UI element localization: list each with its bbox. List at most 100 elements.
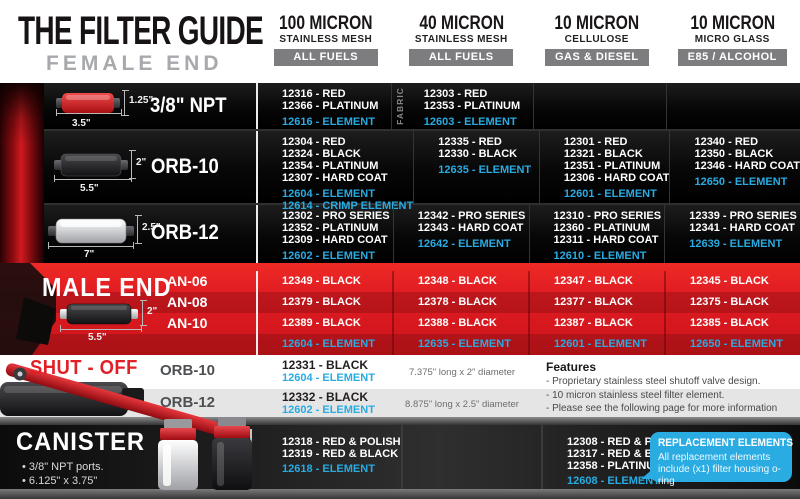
dim-label-height: 1.25"	[129, 95, 154, 106]
section-divider	[0, 417, 800, 425]
cell-orb10-100micron: 12304 - RED 12324 - BLACK 12354 - PLATINUM…	[258, 131, 413, 212]
element-number: 12616 - ELEMENT	[282, 116, 375, 128]
part-number: 12351 - PLATINUM	[563, 160, 661, 172]
dim-label-length: 3.5"	[72, 118, 91, 129]
dim-label-height: 2.5"	[142, 222, 161, 233]
element-number: 12642 - ELEMENT	[417, 238, 511, 250]
dim-label-length: 7"	[84, 249, 95, 260]
male-row-an08: AN-08 12379 - BLACK 12378 - BLACK 12377 …	[0, 292, 800, 313]
black-fitting-photo	[0, 263, 56, 355]
row-label-empty	[0, 334, 258, 355]
table-row-orb12: 2.5" 7" ORB-12 12302 - PRO SERIES 12352 -…	[0, 205, 800, 263]
callout-title: REPLACEMENT ELEMENTS	[658, 437, 793, 449]
row-label-area: 2" 5.5" ORB-10	[0, 131, 258, 203]
part-number: 12350 - BLACK	[694, 148, 774, 160]
fuel-badge: ALL FUELS	[409, 49, 514, 66]
part-number: 12335 - RED	[438, 136, 502, 148]
element-number: 12614 - CRIMP ELEMENT	[282, 200, 414, 212]
cell-canister-100micron: 12318 - RED & POLISH 12319 - RED & BLACK …	[258, 425, 401, 489]
part-number: 12306 - HARD COAT	[563, 172, 670, 184]
cell-npt-100micron: 12316 - RED 12366 - PLATINUM 12616 - ELEM…	[258, 83, 391, 129]
part-number: 12348 - BLACK	[392, 271, 528, 292]
male-end-section: MALE END 2" 5.5" AN-06 12349 - BLACK 123…	[0, 263, 800, 355]
page-title: THE FILTER GUIDE	[18, 9, 264, 53]
part-number: 12388 - BLACK	[392, 313, 528, 334]
dim-line-height	[129, 150, 136, 179]
column-header-100-micron: 100 MICRON STAINLESS MESH ALL FUELS	[258, 13, 394, 83]
features-list: - Proprietary stainless steel shutoff va…	[546, 375, 796, 416]
dim-line-length	[54, 175, 132, 182]
part-number: 12332 - BLACK	[282, 390, 369, 404]
shutoff-parts-cell: 12332 - BLACK 12602 - ELEMENT	[258, 389, 394, 417]
part-number: 12331 - BLACK	[282, 358, 369, 372]
features-title: Features	[546, 360, 597, 374]
dim-label-length: 5.5"	[80, 183, 99, 194]
male-filter-thumbnail	[60, 303, 138, 325]
cell-orb10-40micron: 12335 - RED 12330 - BLACK 12635 - ELEMENT	[413, 131, 539, 203]
section-heading-female-end: FEMALE END	[46, 52, 223, 75]
row-label-orb12: ORB-12	[151, 221, 219, 244]
part-number: 12366 - PLATINUM	[282, 100, 379, 112]
column-media: STAINLESS MESH	[414, 34, 508, 45]
dim-label-height: 2"	[147, 306, 158, 317]
brand-block: THE FILTER GUIDE FEMALE END	[0, 0, 264, 83]
column-micron: 100 MICRON	[278, 13, 373, 34]
male-row-an10: AN-10 12389 - BLACK 12388 - BLACK 12387 …	[0, 313, 800, 334]
feature-line: - Please see the following page for more…	[546, 403, 778, 414]
element-number: 12635 - ELEMENT	[438, 164, 532, 176]
fabric-note: FABRIC	[394, 87, 405, 125]
orb10-filter-thumbnail	[54, 153, 128, 177]
part-number: 12307 - HARD COAT	[282, 172, 388, 184]
column-header-10-micron-cellulose: 10 MICRON CELLULOSE GAS & DIESEL	[529, 14, 665, 83]
dim-line-length	[56, 109, 122, 116]
replacement-elements-callout: REPLACEMENT ELEMENTS All replacement ele…	[641, 432, 793, 487]
cell-orb12-10micron-cellulose: 12310 - PRO SERIES 12360 - PLATINUM 12311 …	[528, 205, 665, 263]
shutoff-section: SHUT - OFF ORB-10 12331 - BLACK 12604 - …	[0, 355, 800, 425]
red-filter-photo	[0, 83, 44, 263]
features-block: Features - Proprietary stainless steel s…	[546, 360, 796, 416]
male-row-elements: 12604 - ELEMENT 12635 - ELEMENT 12601 - …	[0, 334, 800, 355]
female-end-table: 1.25" 3.5" 3/8" NPT 12316 - RED 12366 - P…	[0, 83, 800, 263]
column-micron: 10 MICRON	[689, 13, 775, 34]
element-number: 12650 - ELEMENT	[694, 176, 788, 188]
part-number: 12303 - RED	[423, 88, 488, 100]
part-number: 12301 - RED	[563, 136, 628, 148]
fuel-badge: ALL FUELS	[273, 49, 378, 66]
part-number: 12342 - PRO SERIES	[417, 210, 526, 222]
element-number: 12604 - ELEMENT	[282, 338, 375, 350]
part-number: 12319 - RED & BLACK	[282, 448, 399, 460]
row-label-npt: 3/8" NPT	[150, 94, 227, 117]
part-number: 12389 - BLACK	[282, 317, 361, 329]
part-number: 12302 - PRO SERIES	[282, 210, 390, 222]
part-number: 12345 - BLACK	[664, 271, 800, 292]
element-number: 12610 - ELEMENT	[553, 250, 647, 262]
element-number: 12608 - ELEMENT	[567, 475, 660, 487]
cell-npt-10micron-microglass	[666, 83, 800, 129]
dim-line-height	[122, 90, 129, 116]
cell-orb10-10micron-microglass: 12340 - RED 12350 - BLACK 12346 - HARD COA…	[669, 131, 800, 203]
canister-spec-bullet: • 6.125" x 3.75"	[22, 475, 98, 487]
header: THE FILTER GUIDE FEMALE END 100 MICRON S…	[0, 0, 800, 83]
part-number: 12347 - BLACK	[528, 271, 664, 292]
row-label-area: 2.5" 7" ORB-12	[0, 205, 258, 263]
canister-photos	[158, 417, 252, 490]
cell-npt-10micron-cellulose	[532, 83, 667, 129]
table-row-orb10: 2" 5.5" ORB-10 12304 - RED 12324 - BLACK 1…	[0, 131, 800, 212]
element-number: 12601 - ELEMENT	[528, 334, 664, 355]
callout-body: All replacement elements include (x1) fi…	[658, 452, 781, 487]
dim-label-height: 2"	[136, 157, 147, 168]
row-label-orb10: ORB-10	[151, 155, 219, 178]
part-number: 12339 - PRO SERIES	[689, 210, 797, 222]
bottom-bar	[0, 489, 800, 499]
section-heading-male-end: MALE END	[42, 272, 172, 302]
part-number: 12340 - RED	[694, 136, 759, 148]
part-number: 12341 - HARD COAT	[689, 222, 795, 234]
part-number: 12353 - PLATINUM	[423, 100, 521, 112]
section-heading-canister: CANISTER	[16, 428, 146, 456]
column-micron: 40 MICRON	[418, 13, 504, 34]
element-number: 12603 - ELEMENT	[423, 116, 517, 128]
column-header-10-micron-micro-glass: 10 MICRON MICRO GLASS E85 / ALCOHOL	[665, 13, 800, 83]
canister-section: CANISTER • 3/8" NPT ports. • 6.125" x 3.7…	[0, 417, 800, 490]
canister-spec-bullet: • 3/8" NPT ports.	[22, 461, 104, 473]
